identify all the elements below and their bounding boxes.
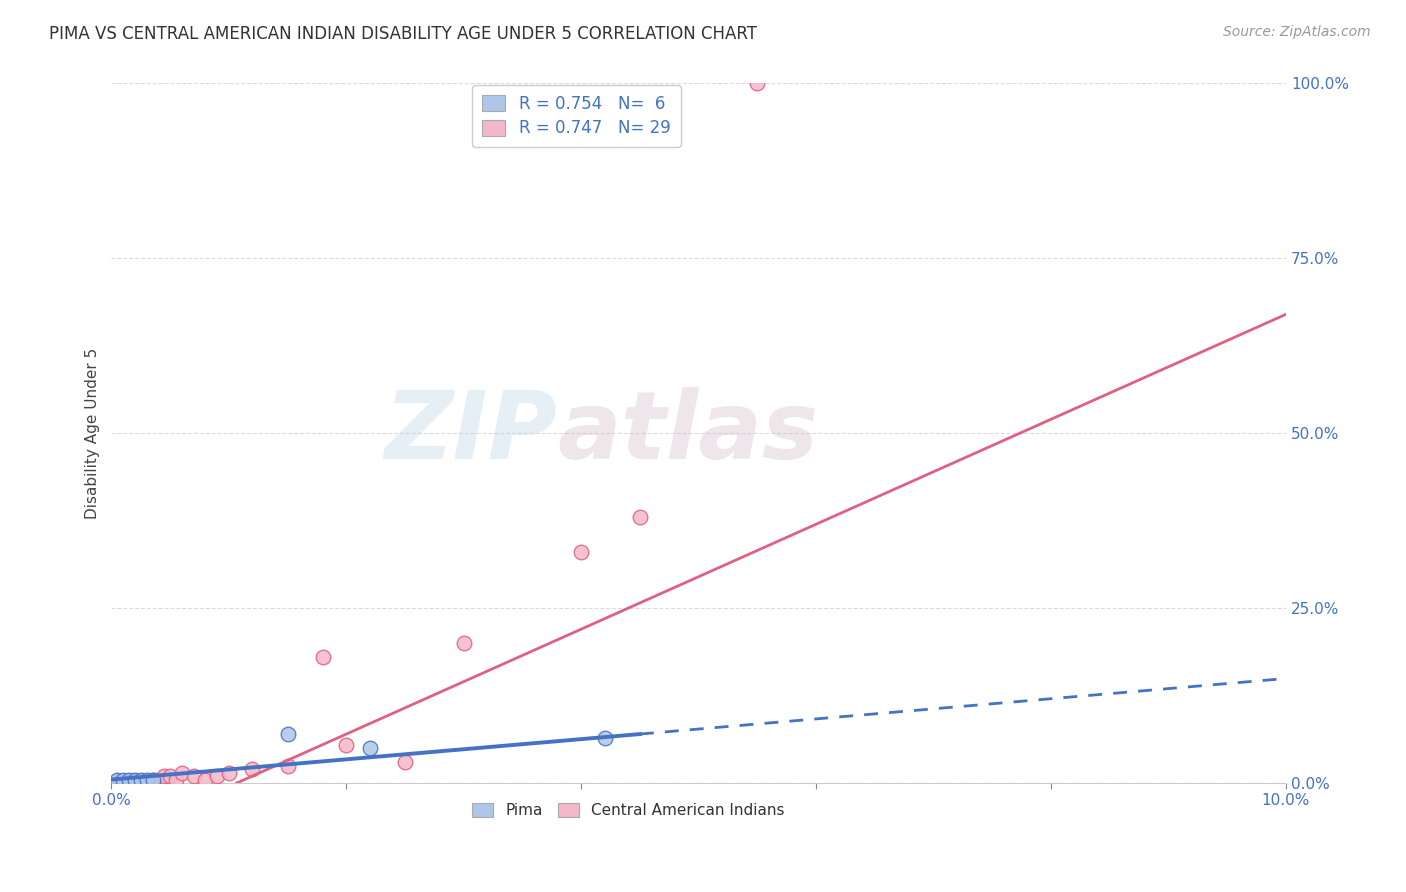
Point xyxy=(148,772,170,787)
Y-axis label: Disability Age Under 5: Disability Age Under 5 xyxy=(86,348,100,519)
Point xyxy=(153,769,176,783)
Point xyxy=(170,765,193,780)
Point xyxy=(569,545,592,559)
Point xyxy=(105,772,128,787)
Point xyxy=(114,773,136,788)
Point xyxy=(205,769,228,783)
Text: Source: ZipAtlas.com: Source: ZipAtlas.com xyxy=(1223,25,1371,39)
Point xyxy=(593,731,616,745)
Point xyxy=(135,773,157,788)
Point xyxy=(141,772,163,787)
Point xyxy=(124,773,146,788)
Point xyxy=(277,758,299,772)
Point xyxy=(359,741,381,756)
Point xyxy=(194,772,217,787)
Point xyxy=(129,773,152,788)
Point xyxy=(134,773,156,788)
Point xyxy=(165,772,187,787)
Point xyxy=(628,510,651,524)
Point xyxy=(105,773,128,788)
Text: atlas: atlas xyxy=(558,387,818,479)
Point xyxy=(159,769,181,783)
Point xyxy=(135,772,157,787)
Legend: Pima, Central American Indians: Pima, Central American Indians xyxy=(465,797,792,824)
Text: ZIP: ZIP xyxy=(385,387,558,479)
Point xyxy=(747,77,769,91)
Point xyxy=(118,772,141,787)
Point xyxy=(277,727,299,741)
Point xyxy=(312,650,335,665)
Point xyxy=(183,769,205,783)
Point xyxy=(141,772,163,787)
Point xyxy=(218,765,240,780)
Point xyxy=(240,762,263,776)
Point xyxy=(112,773,135,788)
Text: PIMA VS CENTRAL AMERICAN INDIAN DISABILITY AGE UNDER 5 CORRELATION CHART: PIMA VS CENTRAL AMERICAN INDIAN DISABILI… xyxy=(49,25,758,43)
Point xyxy=(124,772,146,787)
Point xyxy=(453,636,475,650)
Point xyxy=(129,772,152,787)
Point xyxy=(118,773,141,788)
Point xyxy=(112,772,135,787)
Point xyxy=(110,773,132,788)
Point xyxy=(335,738,357,752)
Point xyxy=(127,773,149,788)
Point xyxy=(121,773,143,788)
Point xyxy=(394,755,416,769)
